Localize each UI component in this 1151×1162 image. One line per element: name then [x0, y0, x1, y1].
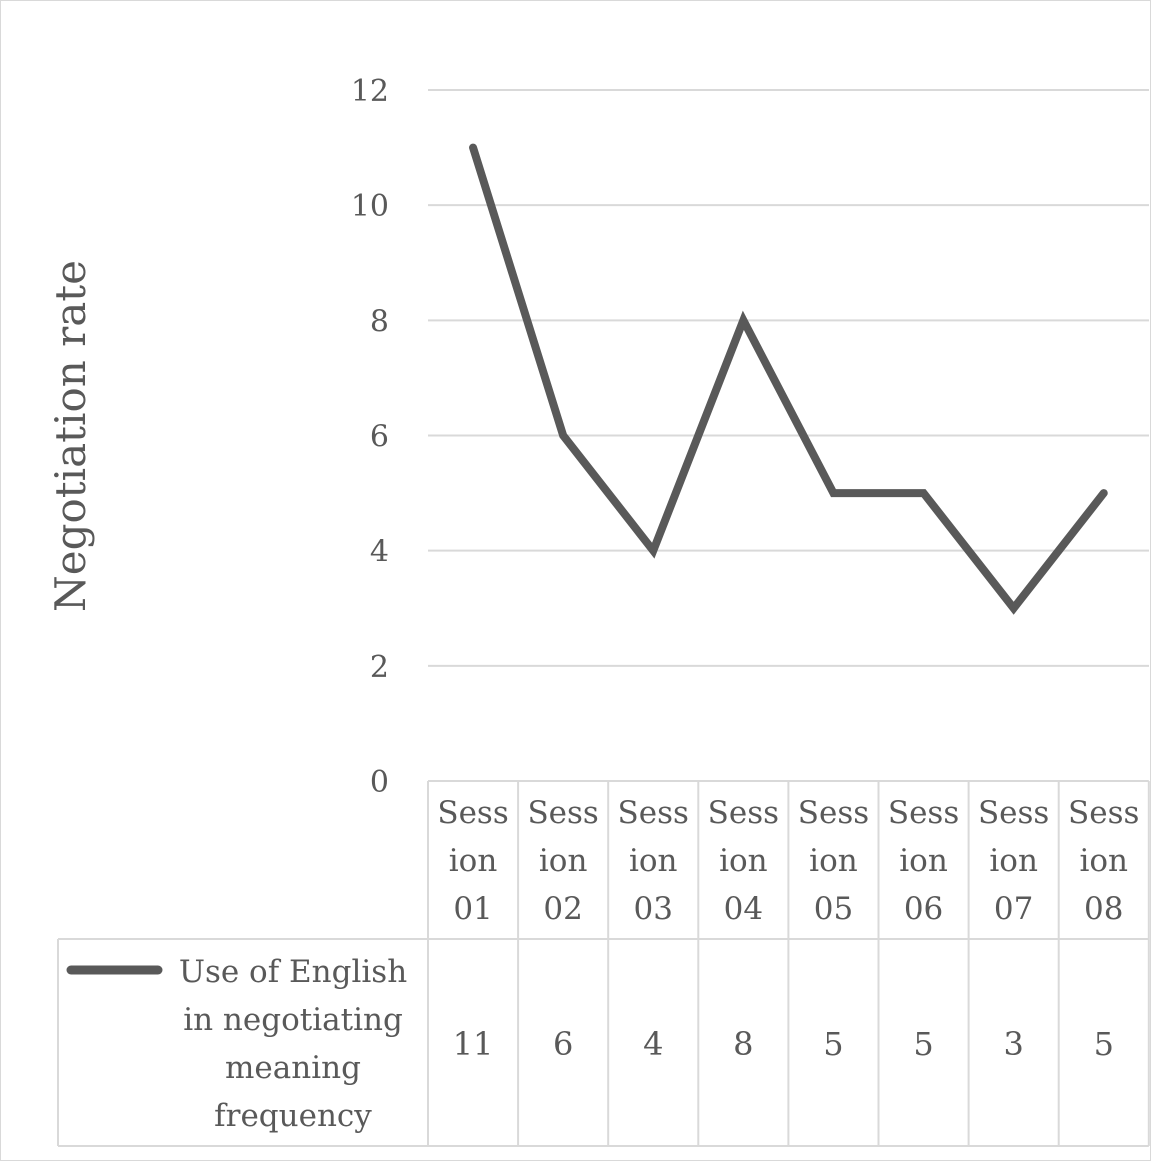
data-point [832, 492, 835, 495]
category-label-line: 07 [994, 891, 1033, 927]
x-axis-categories: Session01Session02Session03Session04Sess… [437, 795, 1139, 927]
category-label-line: ion [1079, 843, 1128, 879]
category-label-line: 01 [453, 891, 492, 927]
table-value-cell: 3 [1003, 1025, 1023, 1063]
y-tick-label: 6 [370, 420, 389, 455]
category-label: Sess ion 07 [978, 795, 1049, 927]
category-label-line: Sess [888, 795, 959, 831]
category-label: Sess ion 05 [798, 795, 869, 927]
category-label: Sess ion 04 [708, 795, 779, 927]
category-label-line: ion [539, 843, 588, 879]
legend: Use of English in negotiating meaning frequ… [66, 954, 407, 1134]
category-label-line: 03 [634, 891, 673, 927]
category-label-line: Sess [798, 795, 869, 831]
data-point [562, 434, 565, 437]
category-label-line: ion [899, 843, 948, 879]
table-value-cell: 6 [553, 1025, 573, 1063]
category-label-line: ion [809, 843, 858, 879]
y-tick-label: 0 [370, 765, 389, 800]
y-tick-label: 4 [370, 535, 389, 570]
category-label: Sess ion 02 [527, 795, 598, 927]
data-point [1102, 492, 1105, 495]
category-label-line: Sess [618, 795, 689, 831]
y-tick-label: 12 [351, 74, 389, 109]
table-value-cell: 5 [823, 1025, 843, 1063]
category-label-line: 02 [543, 891, 582, 927]
category-label-line: ion [629, 843, 678, 879]
data-point [652, 549, 655, 552]
table-value-cell: 5 [1094, 1025, 1114, 1063]
category-label-line: ion [719, 843, 768, 879]
table-value-cell: 8 [733, 1025, 753, 1063]
gridlines [428, 89, 1149, 667]
category-label-line: 06 [904, 891, 943, 927]
legend-label-line: frequency [214, 1098, 372, 1134]
table-value-cell: 4 [643, 1025, 663, 1063]
data-point [1012, 607, 1015, 610]
y-tick-label: 2 [370, 650, 389, 685]
category-label: Sess ion 01 [437, 795, 508, 927]
category-label: Sess ion 06 [888, 795, 959, 927]
category-label-line: 08 [1084, 891, 1123, 927]
table-value-cell: 11 [453, 1025, 494, 1063]
legend-label-line: meaning [225, 1050, 361, 1086]
data-table: 11 6 4 8 5 5 3 5 [57, 780, 1150, 1147]
category-label: Sess ion 03 [618, 795, 689, 927]
y-tick-label: 8 [370, 304, 389, 339]
category-label-line: ion [989, 843, 1038, 879]
legend-label-line: Use of English [179, 954, 407, 990]
category-label-line: Sess [437, 795, 508, 831]
data-point [922, 492, 925, 495]
category-label-line: Sess [1068, 795, 1139, 831]
y-axis-ticks: 0 2 4 6 8 10 12 [351, 74, 389, 800]
y-tick-label: 10 [351, 189, 389, 224]
data-point [742, 319, 745, 322]
data-point [472, 146, 475, 149]
legend-label-line: in negotiating [183, 1002, 403, 1038]
table-value-cell: 5 [913, 1025, 933, 1063]
category-label-line: 05 [814, 891, 853, 927]
category-label-line: Sess [978, 795, 1049, 831]
y-axis-label: Negotiation rate [46, 260, 95, 612]
category-label: Sess ion 08 [1068, 795, 1139, 927]
category-label-line: Sess [527, 795, 598, 831]
category-label-line: Sess [708, 795, 779, 831]
series-layer [469, 143, 1108, 615]
series-line [469, 143, 1108, 615]
category-label-line: ion [449, 843, 498, 879]
category-label-line: 04 [724, 891, 763, 927]
